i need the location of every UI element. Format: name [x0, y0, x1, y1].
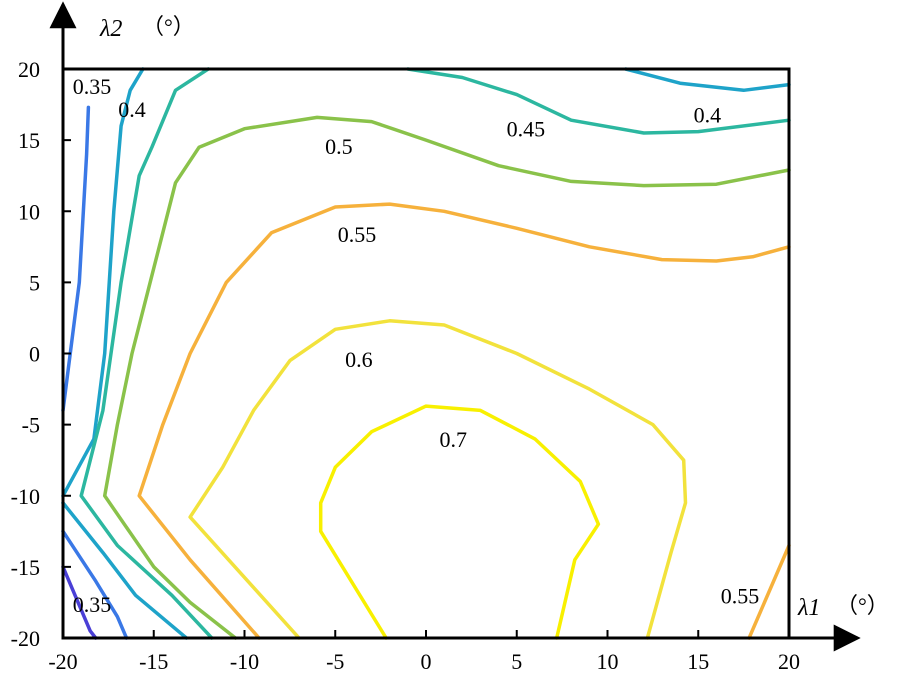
x-tick-label: 10: [597, 649, 619, 674]
y-tick-label: 15: [18, 128, 40, 153]
contour-line-0_5-0: [102, 115, 791, 640]
y-tick-label: -20: [11, 626, 40, 651]
contour-label: 0.4: [694, 103, 722, 128]
contour-label: 0.35: [73, 74, 112, 99]
contour-label: 0.55: [338, 222, 377, 247]
contour-line-0_55-1: [747, 543, 791, 640]
contour-label: 0.55: [721, 583, 760, 608]
contour-line-0_4-0: [61, 67, 145, 498]
contour-line-0_55-0: [137, 202, 791, 640]
contour-line-0_35-0: [61, 105, 91, 413]
contour-label: 0.4: [118, 97, 146, 122]
contour-label: 0.5: [325, 134, 353, 159]
contour-line-0_45-1: [406, 67, 791, 135]
x-tick-label: 15: [687, 649, 709, 674]
contour-line-0_4-1: [61, 501, 189, 640]
contour-line-0_7-0: [318, 404, 601, 640]
contour-line-0_35-1: [61, 529, 129, 640]
contour-lines: [61, 67, 791, 640]
contour-line-0_45-0: [79, 67, 214, 640]
x-axis-unit: （°）: [836, 593, 889, 618]
y-tick-label: -10: [11, 484, 40, 509]
y-tick-label: 5: [29, 270, 40, 295]
y-tick-label: 20: [18, 57, 40, 82]
contour-label: 0.6: [345, 347, 373, 372]
x-tick-label: -10: [230, 649, 259, 674]
contour-label: 0.45: [507, 117, 546, 142]
plot-frame: [61, 67, 791, 640]
contour-line-0_3-0: [61, 565, 98, 640]
x-tick-label: -15: [139, 649, 168, 674]
y-axis-unit: （°）: [142, 14, 195, 39]
x-tick-label: -5: [326, 649, 344, 674]
contour-label: 0.35: [73, 592, 112, 617]
y-tick-label: 10: [18, 199, 40, 224]
contour-labels: 0.350.40.50.450.40.550.60.70.550.35: [73, 74, 759, 617]
x-axis-label: λ1: [797, 595, 820, 621]
y-axis-label: λ2: [99, 16, 122, 42]
contour-line-0_6-0: [188, 319, 688, 640]
contour-line-0_4-2: [623, 67, 791, 93]
y-tick-label: -5: [22, 413, 40, 438]
x-tick-label: 0: [421, 649, 432, 674]
x-tick-label: -20: [48, 649, 77, 674]
y-tick-label: 0: [29, 342, 40, 367]
axis-ticks: -20 -15 -10 -5 0 5 10 15 20 20 15 10 5 0 -5 -10 -15 -20: [11, 57, 800, 674]
x-tick-label: 5: [511, 649, 522, 674]
y-tick-label: -15: [11, 555, 40, 580]
x-tick-label: 20: [778, 649, 800, 674]
contour-label: 0.7: [439, 427, 467, 452]
